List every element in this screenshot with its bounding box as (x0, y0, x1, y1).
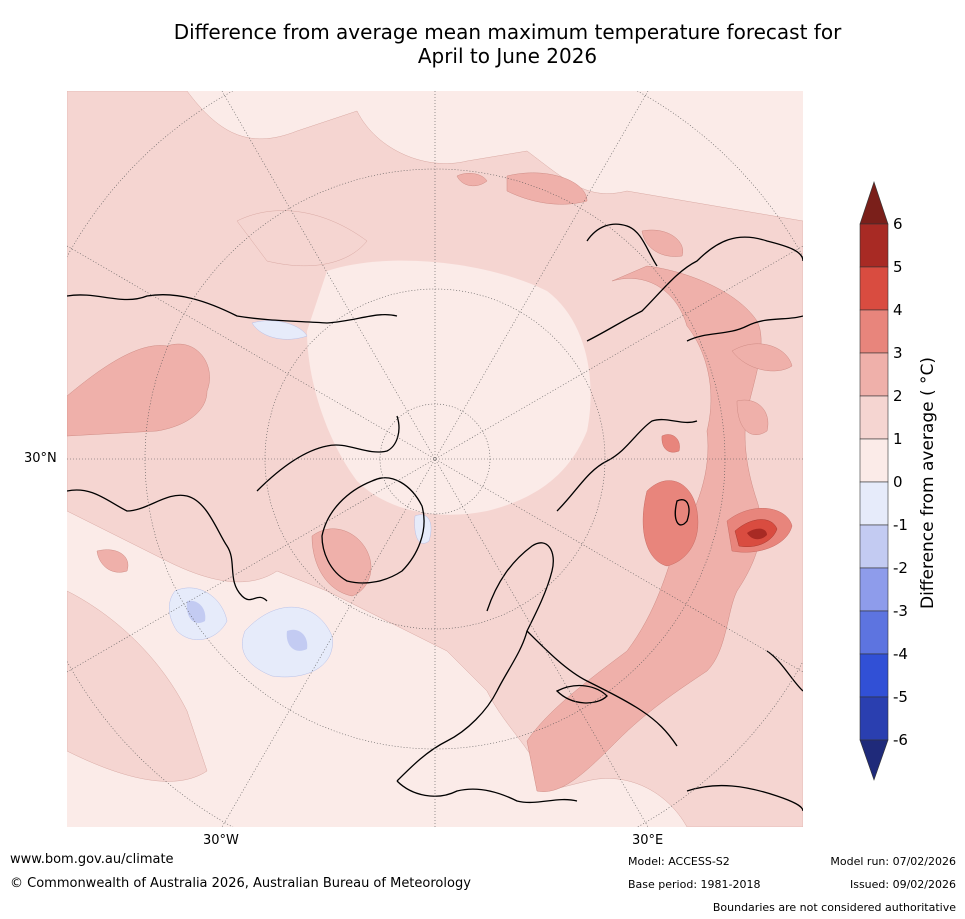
cb-tick-m6: -6 (893, 731, 908, 749)
footer-model-run: Model run: 07/02/2026 (830, 855, 956, 868)
cb-tick-m3: -3 (893, 602, 908, 620)
arctic-near-normal (307, 260, 591, 515)
forecast-map (67, 91, 803, 827)
cb-swatch-3to4 (859, 309, 889, 354)
cb-swatch-m6tom5 (859, 696, 889, 741)
cb-tick-6: 6 (893, 215, 903, 233)
cb-swatch-2to3 (859, 352, 889, 397)
footer-issued: Issued: 09/02/2026 (849, 878, 956, 891)
lon-label-30e: 30°E (632, 833, 664, 848)
colorbar-title: Difference from average ( °C) (918, 356, 938, 610)
lon-label-30w: 30°W (203, 833, 239, 848)
cb-tick-3: 3 (893, 344, 903, 362)
cb-tick-5: 5 (893, 258, 903, 276)
map-canvas (67, 91, 803, 827)
cb-swatch-ltm6 (859, 739, 889, 781)
cb-tick-m5: -5 (893, 688, 908, 706)
footer-website[interactable]: www.bom.gov.au/climate (10, 852, 174, 867)
cb-swatch-m1to0 (859, 481, 889, 526)
title-line-2: April to June 2026 (417, 44, 598, 68)
graticule (67, 91, 803, 827)
cb-tick-1: 1 (893, 430, 903, 448)
cb-tick-m2: -2 (893, 559, 908, 577)
lat-label-30n: 30°N (24, 451, 57, 466)
cb-tick-0: 0 (893, 473, 903, 491)
colorbar (859, 181, 889, 781)
anomaly-2-to-3 (67, 172, 793, 792)
cb-swatch-m5tom4 (859, 653, 889, 698)
africa-near-normal (367, 781, 507, 827)
cb-swatch-gt6 (859, 181, 889, 225)
cb-tick-4: 4 (893, 301, 903, 319)
footer-copyright: © Commonwealth of Australia 2026, Austra… (10, 876, 471, 891)
cb-swatch-m4tom3 (859, 610, 889, 655)
cb-swatch-5to6 (859, 223, 889, 268)
footer-disclaimer: Boundaries are not considered authoritat… (712, 901, 956, 914)
cb-tick-m1: -1 (893, 516, 908, 534)
cb-swatch-4to5 (859, 266, 889, 311)
footer-base-period: Base period: 1981-2018 (628, 878, 761, 891)
cb-swatch-0to1 (859, 438, 889, 483)
cb-swatch-m2tom1 (859, 524, 889, 569)
anomaly-negative (169, 320, 432, 678)
cb-swatch-m3tom2 (859, 567, 889, 612)
cb-tick-2: 2 (893, 387, 903, 405)
title-line-1: Difference from average mean maximum tem… (173, 20, 842, 44)
anomaly-5-to-6 (747, 528, 767, 540)
cb-tick-m4: -4 (893, 645, 908, 663)
map-title: Difference from average mean maximum tem… (60, 20, 955, 68)
footer-model: Model: ACCESS-S2 (628, 855, 730, 868)
cb-swatch-1to2 (859, 395, 889, 440)
coastlines (67, 223, 803, 812)
